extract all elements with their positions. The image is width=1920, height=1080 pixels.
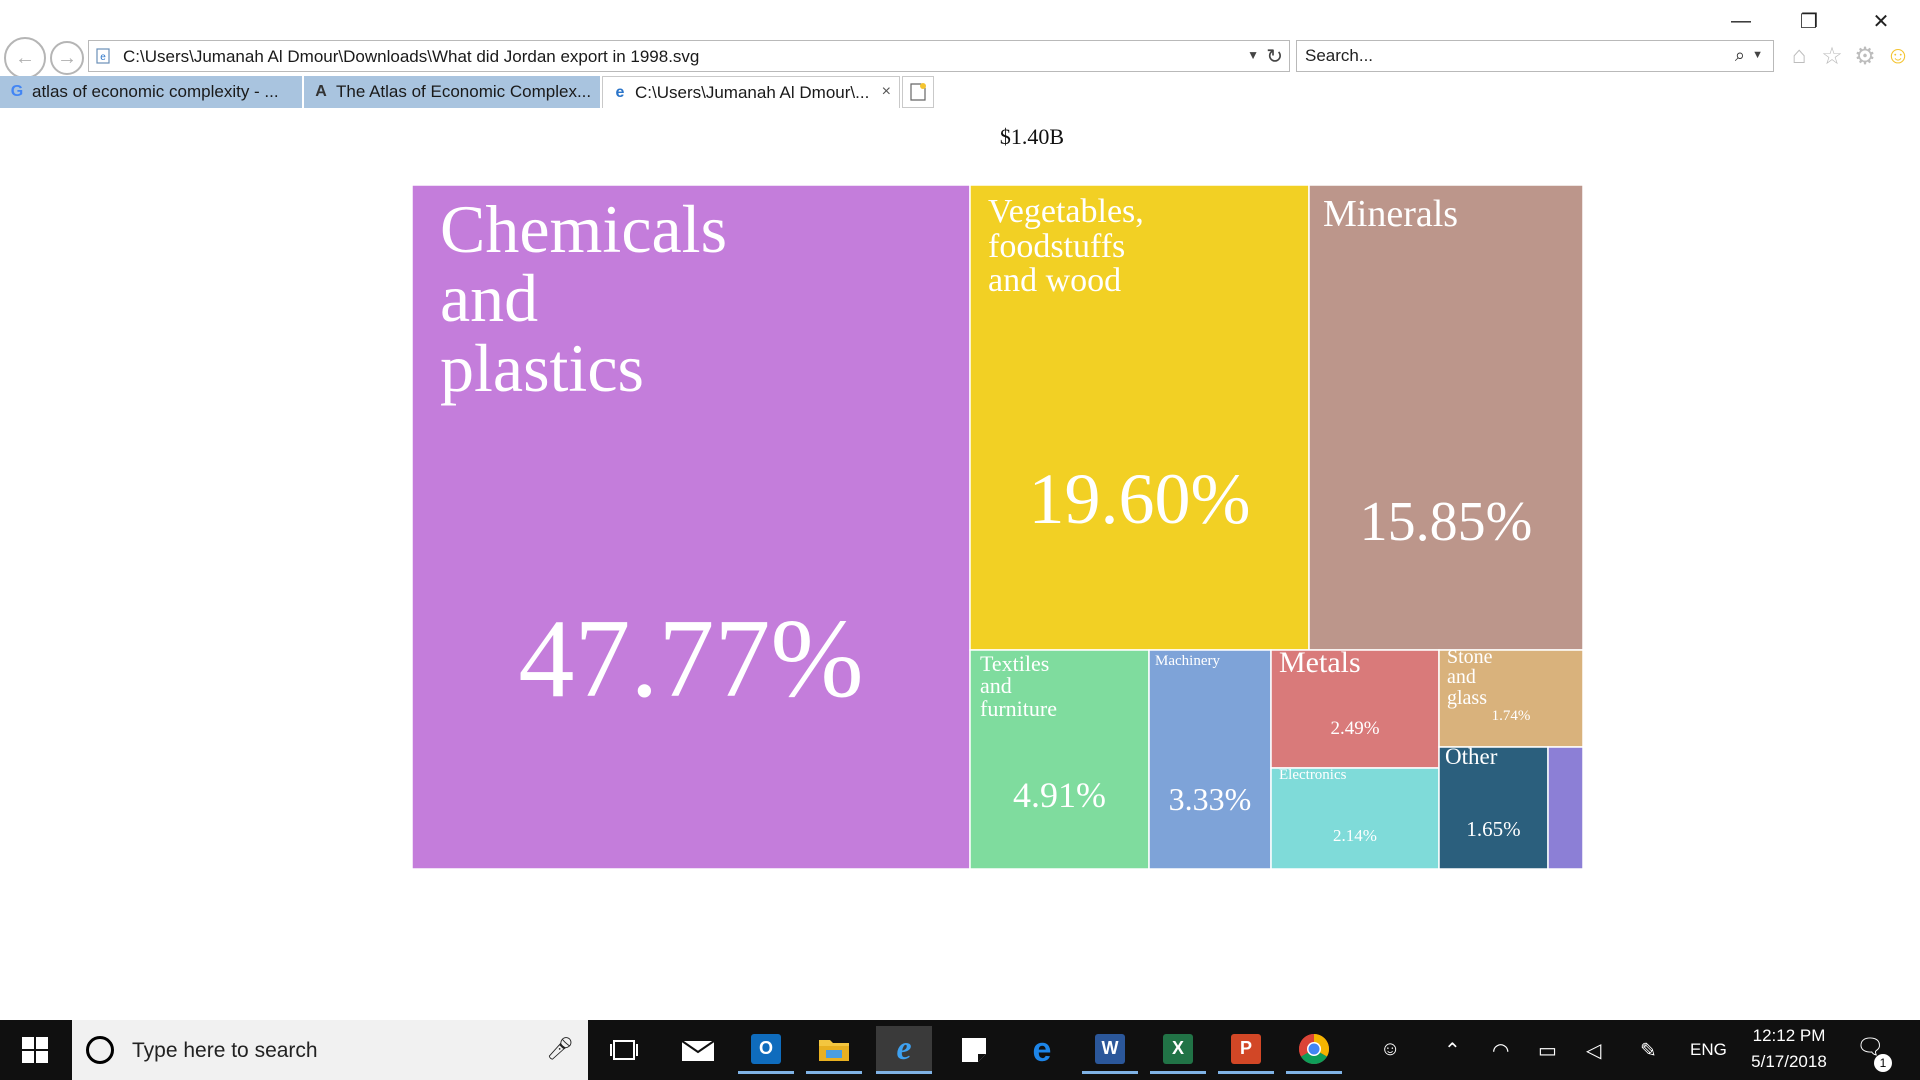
mail-icon[interactable] [670, 1026, 726, 1074]
smiley-icon[interactable]: ☺ [1885, 42, 1911, 69]
arrow-right-icon: → [57, 46, 77, 69]
tab-atlas-site[interactable]: A The Atlas of Economic Complex... [304, 76, 600, 108]
taskbar: Type here to search 🎤︎ O e e W X P ☺ ⌃ ◠… [0, 1020, 1920, 1080]
close-tab-icon[interactable]: × [881, 83, 891, 100]
close-button[interactable]: ✕ [1872, 10, 1890, 33]
chevron-down-icon[interactable]: ▼ [1752, 49, 1763, 61]
notification-count: 1 [1874, 1054, 1892, 1072]
new-tab-button[interactable] [902, 76, 934, 108]
treemap-cell-chemicals-and-plastics[interactable] [411, 184, 971, 870]
taskbar-search[interactable]: Type here to search 🎤︎ [72, 1020, 588, 1080]
treemap-cell-unlabeled[interactable] [1547, 746, 1584, 870]
home-icon[interactable]: ⌂ [1791, 42, 1807, 69]
minimize-button[interactable]: — [1731, 9, 1751, 32]
treemap-label-textiles-and-furniture: Textiles and furniture [980, 651, 1057, 721]
treemap-chart [411, 184, 1584, 870]
tab-label: atlas of economic complexity - ... [32, 82, 279, 101]
gear-icon[interactable]: ⚙ [1854, 42, 1876, 70]
address-url[interactable]: C:\Users\Jumanah Al Dmour\Downloads\What… [123, 47, 700, 66]
treemap-label-machinery: Machinery [1155, 653, 1220, 669]
excel-icon[interactable]: X [1150, 1026, 1206, 1074]
treemap-cell-electronics[interactable] [1270, 767, 1440, 870]
treemap-label-stone-and-glass: Stone and glass [1447, 646, 1493, 709]
people-icon[interactable]: ☺ [1380, 1038, 1401, 1060]
treemap-label-other: Other [1445, 744, 1498, 769]
treemap-value-other: 1.65% [1466, 817, 1521, 841]
internet-explorer-icon[interactable]: e [876, 1026, 932, 1074]
treemap-cell-minerals[interactable] [1308, 184, 1584, 651]
svg-text:e: e [100, 52, 106, 63]
start-button[interactable] [0, 1020, 70, 1080]
treemap-cell-stone-and-glass[interactable] [1438, 649, 1584, 748]
treemap-cell-machinery[interactable] [1148, 649, 1272, 870]
taskbar-search-placeholder[interactable]: Type here to search [132, 1039, 318, 1062]
tab-atlas-search[interactable]: G atlas of economic complexity - ... [0, 76, 302, 108]
browser-chrome: — ❐ ✕ ← → e C:\Users\Jumanah Al Dmour\Do… [0, 0, 1920, 108]
treemap-cell-other[interactable] [1438, 746, 1549, 870]
star-icon[interactable]: ☆ [1821, 42, 1843, 70]
treemap-label-electronics: Electronics [1279, 767, 1347, 783]
refresh-icon[interactable]: ↻ [1266, 46, 1283, 68]
forward-button[interactable]: → [50, 41, 84, 75]
treemap-value-chemicals-and-plastics: 47.77% [518, 597, 864, 721]
tab-label: C:\Users\Jumanah Al Dmour\... [635, 82, 870, 102]
page-icon: e [96, 48, 110, 64]
treemap-value-minerals: 15.85% [1359, 491, 1533, 553]
powerpoint-icon[interactable]: P [1218, 1026, 1274, 1074]
treemap-value-machinery: 3.33% [1168, 781, 1252, 817]
tab-current-file[interactable]: e C:\Users\Jumanah Al Dmour\... × [602, 76, 900, 108]
search-box[interactable]: ⌕ ▼ [1296, 40, 1774, 72]
treemap-label-minerals: Minerals [1323, 193, 1459, 235]
volume-icon[interactable]: ◁ [1586, 1040, 1602, 1062]
treemap-value-vegetables-foodstuffs-and-wood: 19.60% [1028, 459, 1251, 539]
microphone-icon[interactable]: 🎤︎ [546, 1036, 574, 1061]
task-view-icon[interactable] [596, 1026, 652, 1074]
pen-icon[interactable]: ✎ [1640, 1040, 1657, 1062]
treemap-label-vegetables-foodstuffs-and-wood: Vegetables, foodstuffs and wood [988, 193, 1144, 300]
google-icon: G [10, 83, 24, 100]
tab-strip: G atlas of economic complexity - ... A T… [0, 76, 1920, 108]
new-tab-icon [910, 83, 926, 101]
chevron-down-icon[interactable]: ▼ [1247, 48, 1259, 62]
language-indicator[interactable]: ENG [1690, 1040, 1727, 1059]
cortana-icon[interactable] [86, 1036, 114, 1064]
arrow-left-icon: ← [15, 46, 35, 69]
treemap-value-metals: 2.49% [1330, 718, 1380, 739]
battery-icon[interactable]: ▭ [1538, 1040, 1557, 1062]
wifi-icon[interactable]: ◠ [1492, 1040, 1510, 1062]
windows-icon [22, 1037, 48, 1063]
clock-time[interactable]: 12:12 PM [1752, 1026, 1826, 1045]
treemap-label-chemicals-and-plastics: Chemicals and plastics [440, 191, 728, 406]
search-icon[interactable]: ⌕ [1734, 45, 1745, 65]
address-bar[interactable]: e C:\Users\Jumanah Al Dmour\Downloads\Wh… [88, 40, 1290, 72]
treemap-label-metals: Metals [1279, 646, 1361, 679]
treemap-cell-vegetables-foodstuffs-and-wood[interactable] [969, 184, 1310, 651]
ie-icon: e [615, 83, 625, 101]
tab-label: The Atlas of Economic Complex... [336, 82, 592, 101]
word-icon[interactable]: W [1082, 1026, 1138, 1074]
clock-date[interactable]: 5/17/2018 [1751, 1052, 1827, 1071]
edge-icon[interactable]: e [1032, 1030, 1052, 1069]
treemap-value-stone-and-glass: 1.74% [1491, 708, 1531, 724]
outlook-icon[interactable]: O [738, 1026, 794, 1074]
file-explorer-icon[interactable] [806, 1026, 862, 1074]
back-button[interactable]: ← [4, 37, 46, 79]
treemap-value-textiles-and-furniture: 4.91% [1013, 775, 1106, 815]
chevron-up-icon[interactable]: ⌃ [1444, 1040, 1461, 1062]
total-export-value: $1.40B [999, 124, 1065, 149]
search-input[interactable] [1305, 45, 1705, 67]
sticky-notes-icon[interactable] [946, 1026, 1002, 1074]
restore-button[interactable]: ❐ [1800, 10, 1818, 33]
atlas-icon: A [315, 83, 327, 100]
treemap-value-electronics: 2.14% [1333, 826, 1377, 845]
chrome-icon[interactable] [1286, 1026, 1342, 1074]
